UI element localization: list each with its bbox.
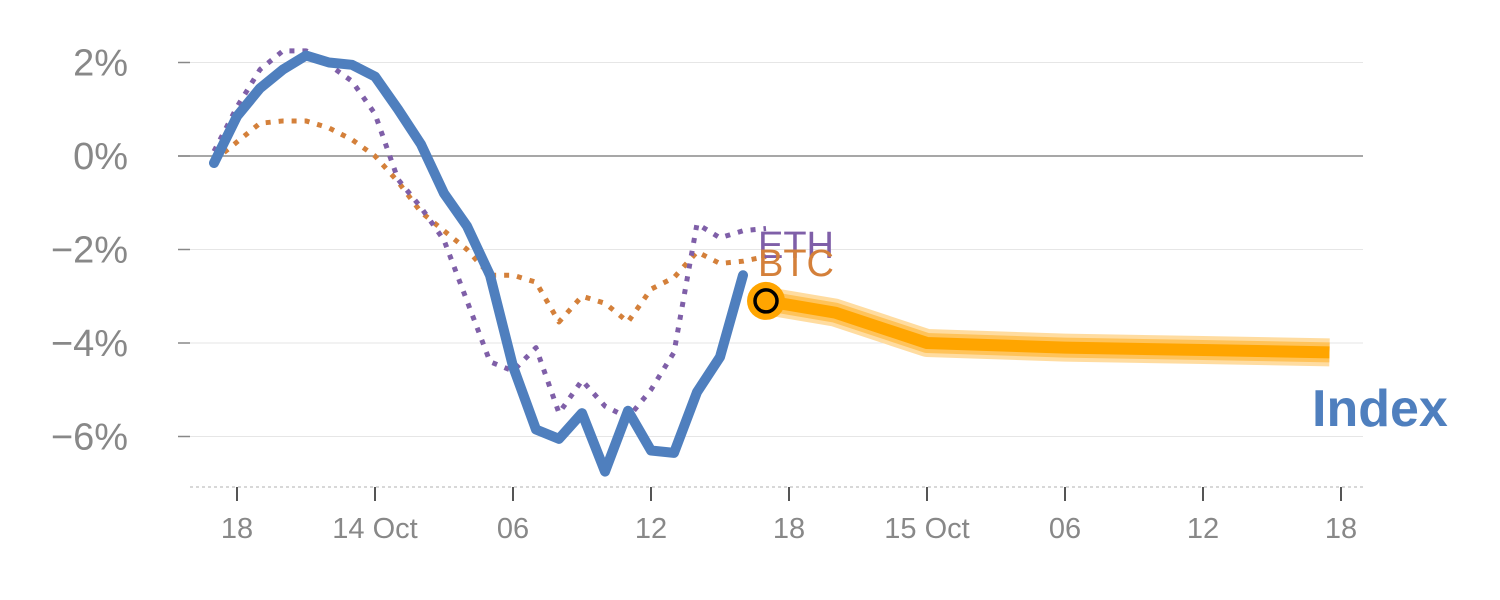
forecast-band-line [764, 295, 1330, 359]
index-series-line [209, 50, 748, 477]
x-tick-label: 06 [497, 513, 529, 545]
x-tick-label: 18 [773, 513, 805, 545]
x-tick-label: 18 [221, 513, 253, 545]
x-tick-label: 06 [1049, 513, 1081, 545]
current-point-marker [753, 288, 779, 314]
y-tick-label: −2% [51, 230, 128, 272]
series-layer [209, 48, 1330, 477]
axis-layer: 2% 0% −2% −4% −6% 18 14 Oct 06 12 18 15 Oct 06 12 18 [51, 43, 1363, 545]
x-tick-label: 12 [635, 513, 667, 545]
y-tick-label: 0% [73, 136, 128, 178]
index-series-label: Index [1312, 380, 1448, 438]
eth-series-label: ETH [758, 225, 834, 267]
eth-series-line [211, 48, 767, 421]
label-layer: ETH BTC Index [758, 225, 1448, 438]
y-tick-label: −6% [51, 417, 128, 459]
y-tick-label: −4% [51, 323, 128, 365]
x-tick-label: 12 [1187, 513, 1219, 545]
btc-series-label: BTC [758, 243, 834, 285]
x-tick-label: 18 [1325, 513, 1357, 545]
x-tick-label: 15 Oct [884, 513, 969, 545]
y-tick-label: 2% [73, 43, 128, 85]
btc-series-line [212, 118, 767, 325]
x-tick-label: 14 Oct [332, 513, 417, 545]
